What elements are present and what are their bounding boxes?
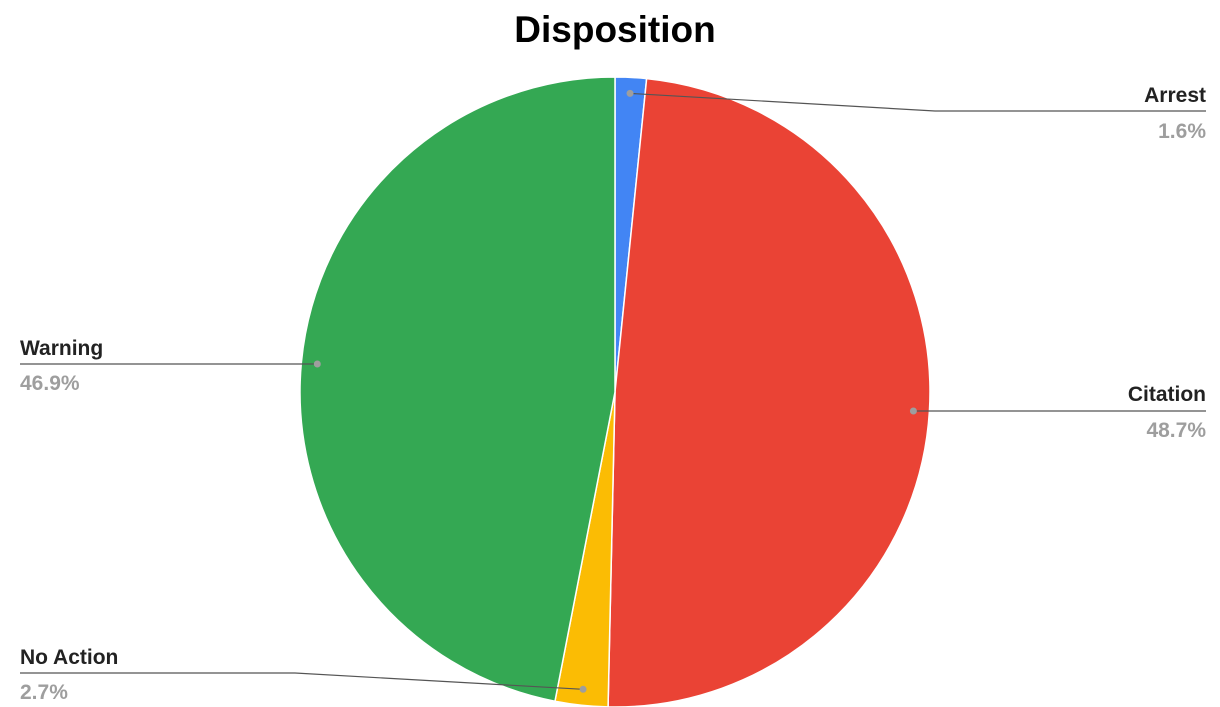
slice-label-arrest: Arrest <box>1144 84 1206 107</box>
leader-line-no-action <box>20 672 584 690</box>
slice-label-warning: Warning <box>20 337 103 360</box>
leader-dot-citation <box>909 407 917 415</box>
slice-label-no-action: No Action <box>20 646 118 669</box>
pie-slices <box>299 76 931 707</box>
leader-line-arrest <box>630 92 1206 112</box>
slice-percent-citation: 48.7% <box>1146 419 1206 442</box>
slice-percent-warning: 46.9% <box>20 372 80 395</box>
leader-dot-warning <box>313 360 321 368</box>
leader-dot-no-action <box>579 685 587 693</box>
slice-label-citation: Citation <box>1128 383 1206 406</box>
slice-percent-arrest: 1.6% <box>1158 120 1206 143</box>
chart-title: Disposition <box>514 9 715 50</box>
pie-slice-citation <box>607 77 931 707</box>
pie-slice-warning <box>299 76 616 703</box>
slice-percent-no-action: 2.7% <box>20 681 68 704</box>
leader-lines <box>20 89 1206 693</box>
slice-labels: Arrest 1.6% Citation 48.7% No Action 2.7% Warn… <box>20 84 1206 704</box>
leader-dot-arrest <box>626 89 634 97</box>
